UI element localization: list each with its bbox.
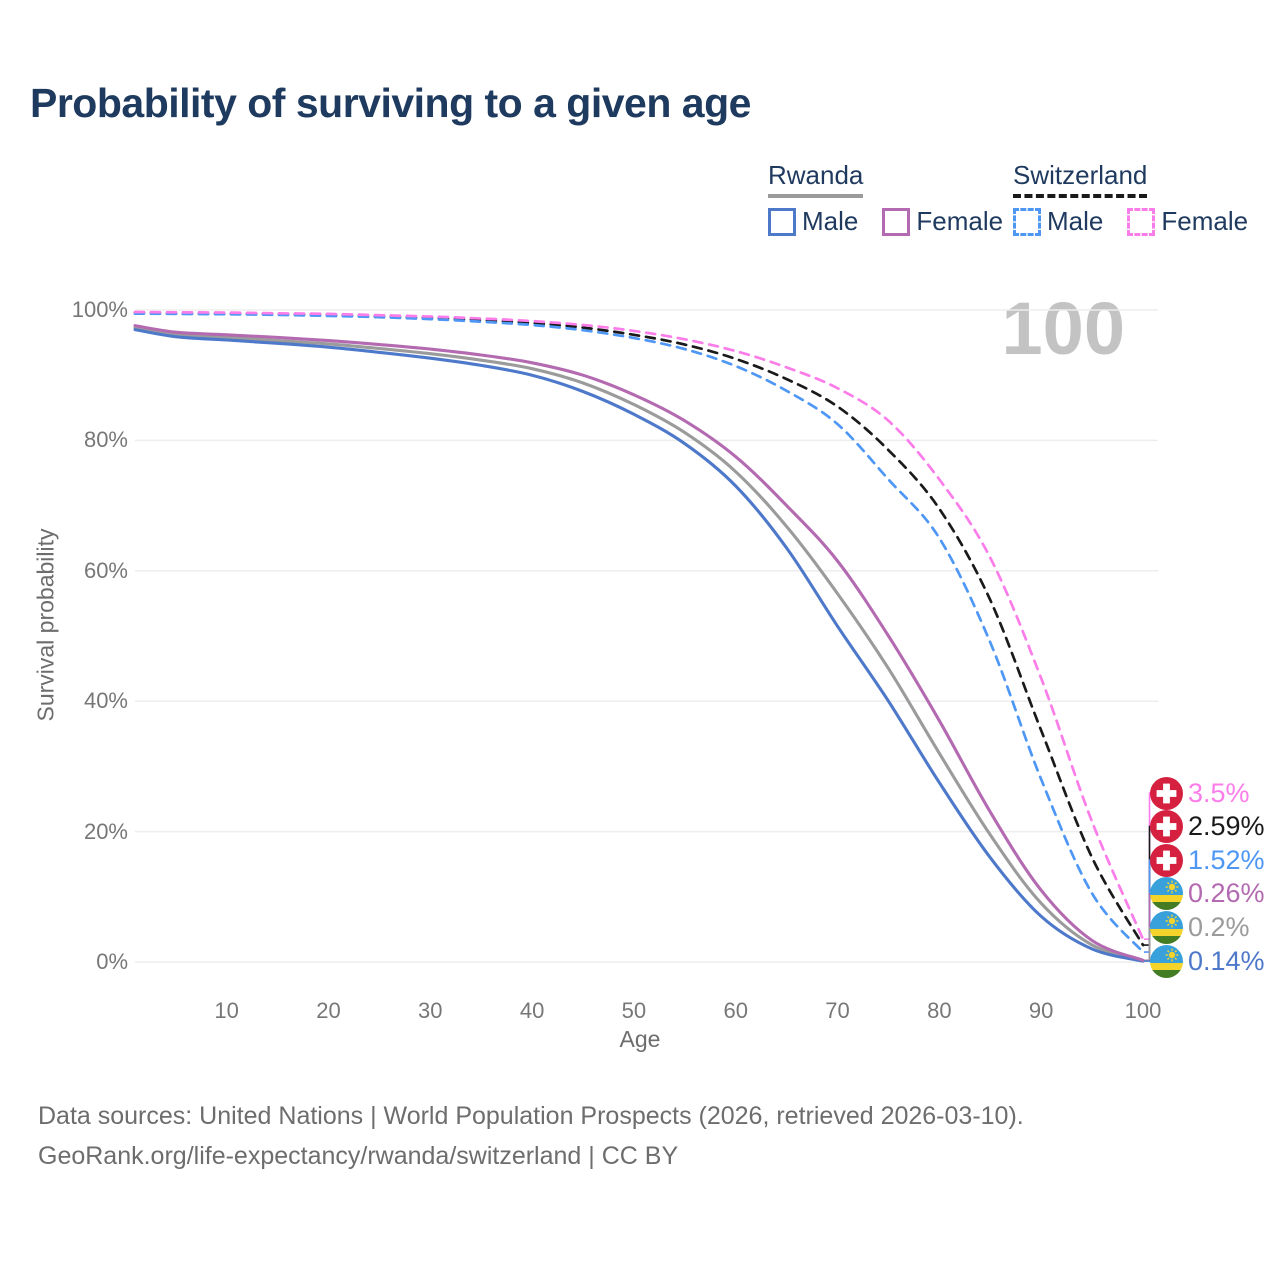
x-tick-100: 100 bbox=[1124, 998, 1162, 1023]
x-tick-10: 10 bbox=[214, 998, 239, 1023]
hover-age-watermark: 100 bbox=[1001, 287, 1125, 370]
x-tick-80: 80 bbox=[927, 998, 952, 1023]
legend-group-switzerland: Switzerland Male Female bbox=[1013, 160, 1248, 237]
legend-item-switzerland-male[interactable]: Male bbox=[1013, 206, 1103, 237]
rwanda-flag-icon bbox=[1150, 910, 1183, 944]
legend-group-rwanda: Rwanda Male Female bbox=[768, 160, 1003, 237]
end-value-switzerland-male: 1.52% bbox=[1188, 844, 1265, 875]
series-line-switzerland-both-sexes[interactable] bbox=[133, 311, 1145, 947]
footer-sources: Data sources: United Nations | World Pop… bbox=[38, 1102, 1024, 1130]
end-value-rwanda-male: 0.14% bbox=[1188, 945, 1265, 976]
series-line-rwanda-male[interactable] bbox=[133, 328, 1145, 963]
end-value-rwanda-female: 0.26% bbox=[1188, 878, 1265, 909]
y-tick-60%: 60% bbox=[83, 557, 128, 583]
switzerland-flag-icon bbox=[1150, 843, 1183, 877]
rwanda-flag-icon bbox=[1150, 944, 1183, 978]
x-tick-50: 50 bbox=[621, 998, 647, 1023]
legend-item-rwanda-male[interactable]: Male bbox=[768, 206, 858, 237]
end-label-switzerland-both-sexes: 2.59% bbox=[1150, 810, 1265, 844]
x-tick-20: 20 bbox=[316, 998, 341, 1023]
rwanda-flag-icon bbox=[1150, 877, 1183, 911]
switzerland-female-swatch bbox=[1127, 207, 1156, 236]
series-line-rwanda-female[interactable] bbox=[133, 324, 1145, 962]
legend-group-switzerland-header: Switzerland bbox=[1013, 160, 1248, 198]
end-value-switzerland-both-sexes: 2.59% bbox=[1188, 811, 1265, 842]
footer-link: GeoRank.org/life-expectancy/rwanda/switz… bbox=[38, 1142, 679, 1170]
x-tick-40: 40 bbox=[519, 998, 545, 1023]
legend-label-rwanda-female: Female bbox=[916, 206, 1004, 236]
footer: Data sources: United Nations | World Pop… bbox=[38, 1096, 1024, 1176]
legend-item-rwanda-female[interactable]: Female bbox=[882, 206, 1003, 237]
end-value-rwanda-both-sexes: 0.2% bbox=[1188, 911, 1250, 942]
y-tick-0%: 0% bbox=[96, 949, 128, 974]
switzerland-male-swatch bbox=[1013, 207, 1041, 236]
x-tick-30: 30 bbox=[418, 998, 443, 1023]
x-axis-title: Age bbox=[619, 1026, 661, 1052]
rwanda-line-swatch: Rwanda bbox=[768, 160, 864, 198]
legend-group-rwanda-header: Rwanda bbox=[768, 160, 1003, 198]
x-tick-60: 60 bbox=[723, 998, 748, 1023]
switzerland-flag-icon bbox=[1150, 810, 1183, 844]
y-tick-80%: 80% bbox=[83, 427, 128, 453]
series-line-rwanda-both-sexes[interactable] bbox=[133, 326, 1145, 963]
legend-item-switzerland-female[interactable]: Female bbox=[1127, 206, 1248, 237]
end-label-rwanda-female: 0.26% bbox=[1150, 877, 1265, 911]
end-label-rwanda-both-sexes: 0.2% bbox=[1150, 910, 1250, 944]
page-title: Probability of surviving to a given age bbox=[30, 80, 751, 126]
y-tick-100%: 100% bbox=[71, 297, 128, 322]
legend-label-switzerland-male: Male bbox=[1047, 206, 1104, 236]
y-tick-40%: 40% bbox=[83, 688, 128, 714]
switzerland-line-swatch: Switzerland bbox=[1013, 160, 1148, 198]
end-label-rwanda-male: 0.14% bbox=[1150, 944, 1265, 978]
x-tick-70: 70 bbox=[825, 998, 850, 1023]
rwanda-female-swatch bbox=[882, 207, 911, 236]
switzerland-flag-icon bbox=[1150, 776, 1183, 810]
end-label-switzerland-male: 1.52% bbox=[1150, 843, 1265, 877]
series-line-switzerland-male[interactable] bbox=[133, 312, 1145, 954]
rwanda-male-swatch bbox=[768, 207, 796, 236]
y-axis-title: Survival probability bbox=[32, 528, 59, 722]
end-value-switzerland-female: 3.5% bbox=[1188, 777, 1250, 808]
legend-label-switzerland-female: Female bbox=[1161, 206, 1249, 236]
legend-label-rwanda-male: Male bbox=[802, 206, 859, 236]
y-tick-20%: 20% bbox=[83, 818, 128, 844]
end-label-switzerland-female: 3.5% bbox=[1150, 776, 1250, 810]
x-tick-90: 90 bbox=[1028, 998, 1054, 1023]
series-line-switzerland-female[interactable] bbox=[133, 310, 1145, 941]
